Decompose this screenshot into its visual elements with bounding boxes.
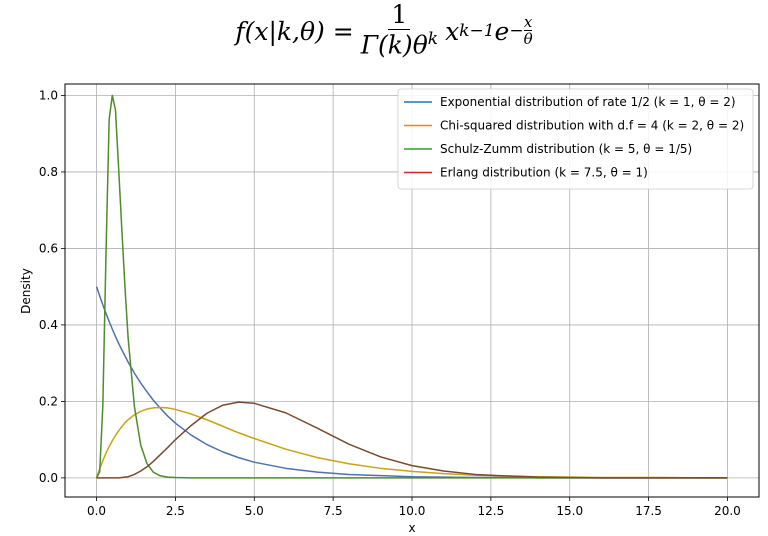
x-tick-label: 12.5 — [478, 504, 505, 518]
formula-exp-num: x — [523, 12, 533, 31]
formula-exp-den: θ — [523, 29, 533, 48]
formula-exp-sign: − — [509, 21, 524, 41]
series-line-4 — [96, 401, 728, 479]
series-line-3 — [95, 94, 728, 479]
x-tick-label: 5.0 — [245, 504, 264, 518]
x-tick-label: 2.5 — [166, 504, 185, 518]
y-tick-label: 1.0 — [39, 88, 58, 102]
x-tick-label: 17.5 — [635, 504, 662, 518]
y-tick-label: 0.6 — [39, 241, 58, 255]
density-formula: f(x|k,θ) = 1 Γ(k)θk x k−1 e − x θ — [0, 0, 768, 62]
series-lines — [95, 94, 728, 479]
y-tick-label: 0.0 — [39, 471, 58, 485]
x-tick-label: 15.0 — [556, 504, 583, 518]
formula-numerator: 1 — [388, 2, 411, 30]
formula-lhs: f(x|k,θ) = — [235, 16, 354, 46]
formula-base: x — [445, 16, 460, 46]
legend: Exponential distribution of rate 1/2 (k … — [397, 88, 754, 190]
formula-denominator-base: Γ(k)θ — [360, 29, 428, 59]
x-tick-label: 20.0 — [714, 504, 741, 518]
legend-box — [397, 88, 754, 190]
x-tick-label: 7.5 — [324, 504, 343, 518]
y-tick-label: 0.2 — [39, 394, 58, 408]
x-axis-label: x — [408, 521, 415, 535]
formula-fraction: 1 Γ(k)θk — [358, 2, 441, 59]
formula-base-exp: k−1 — [459, 21, 495, 41]
legend-label: Exponential distribution of rate 1/2 (k … — [440, 95, 736, 109]
formula-denominator-exp: k — [427, 28, 439, 49]
y-axis-label: Density — [19, 268, 33, 314]
legend-label: Schulz-Zumm distribution (k = 5, θ = 1/5… — [440, 142, 692, 156]
y-tick-label: 0.8 — [39, 165, 58, 179]
legend-label: Erlang distribution (k = 7.5, θ = 1) — [440, 166, 648, 180]
x-tick-label: 0.0 — [87, 504, 106, 518]
legend-label: Chi-squared distribution with d.f = 4 (k… — [440, 119, 744, 133]
formula-denominator: Γ(k)θk — [358, 28, 441, 60]
y-tick-label: 0.4 — [39, 318, 58, 332]
x-tick-label: 10.0 — [399, 504, 426, 518]
formula-e: e — [494, 16, 510, 46]
axis-ticks: 0.0 2.5 5.0 7.5 10.0 12.5 15.0 17.5 20.0 0.0 0.2 0.… — [39, 88, 741, 518]
